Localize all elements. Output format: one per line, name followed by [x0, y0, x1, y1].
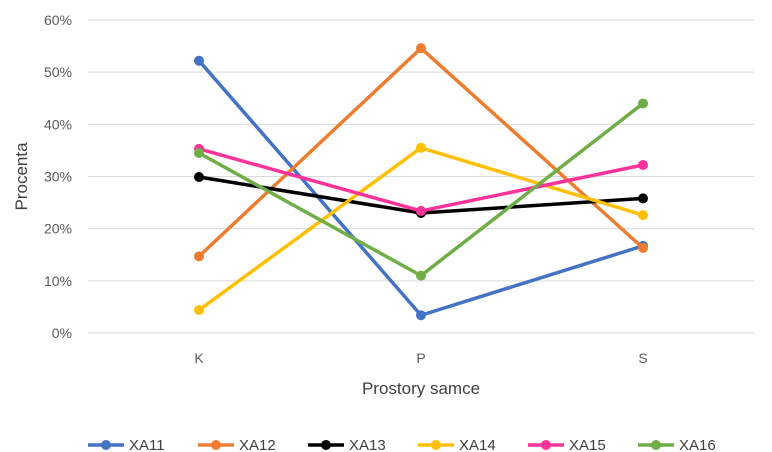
legend-marker: [211, 440, 221, 450]
data-point: [638, 193, 648, 204]
x-tick-label: K: [194, 350, 204, 366]
data-point: [638, 242, 648, 253]
x-axis-title: Prostory samce: [362, 379, 480, 398]
y-tick-label: 20%: [44, 221, 72, 237]
x-tick-label: P: [416, 350, 425, 366]
legend-marker: [101, 440, 111, 450]
data-point: [416, 270, 426, 281]
data-point: [638, 98, 648, 109]
data-point: [194, 172, 204, 183]
data-point: [638, 160, 648, 171]
legend-marker: [321, 440, 331, 450]
data-point: [416, 310, 426, 321]
x-tick-label: S: [638, 350, 647, 366]
data-point: [638, 210, 648, 221]
y-tick-labels: 0% 10% 20% 30% 40% 50% 60%: [44, 12, 72, 341]
legend-marker: [431, 440, 441, 450]
y-tick-label: 0%: [52, 325, 72, 341]
legend-item: XA12: [198, 437, 276, 452]
data-point: [194, 148, 204, 159]
legend-label: XA16: [679, 437, 716, 452]
data-point: [194, 55, 204, 66]
y-tick-label: 60%: [44, 12, 72, 28]
legend-label: XA11: [129, 437, 165, 452]
data-point: [194, 305, 204, 316]
data-point: [416, 205, 426, 216]
legend-label: XA12: [239, 437, 276, 452]
legend-item: XA11: [88, 437, 165, 452]
legend-label: XA13: [349, 437, 386, 452]
legend-marker: [651, 440, 661, 450]
y-tick-label: 30%: [44, 169, 72, 185]
series-xa16: [194, 98, 648, 281]
legend-item: XA14: [418, 437, 496, 452]
gridlines: [88, 19, 754, 334]
y-tick-label: 50%: [44, 64, 72, 80]
data-point: [416, 142, 426, 153]
y-tick-label: 40%: [44, 116, 72, 132]
legend-label: XA14: [459, 437, 496, 452]
legend-marker: [541, 440, 551, 450]
y-axis-title: Procenta: [12, 142, 31, 211]
legend-label: XA15: [569, 437, 606, 452]
legend-item: XA16: [638, 437, 716, 452]
legend: XA11 XA12 XA13 XA14 XA15 XA16: [88, 437, 716, 452]
series-lines: [194, 43, 648, 321]
data-point: [416, 43, 426, 54]
legend-item: XA15: [528, 437, 606, 452]
series-xa14: [194, 142, 648, 316]
data-point: [194, 251, 204, 262]
series-xa15: [194, 143, 648, 216]
legend-item: XA13: [308, 437, 386, 452]
y-tick-label: 10%: [44, 273, 72, 289]
